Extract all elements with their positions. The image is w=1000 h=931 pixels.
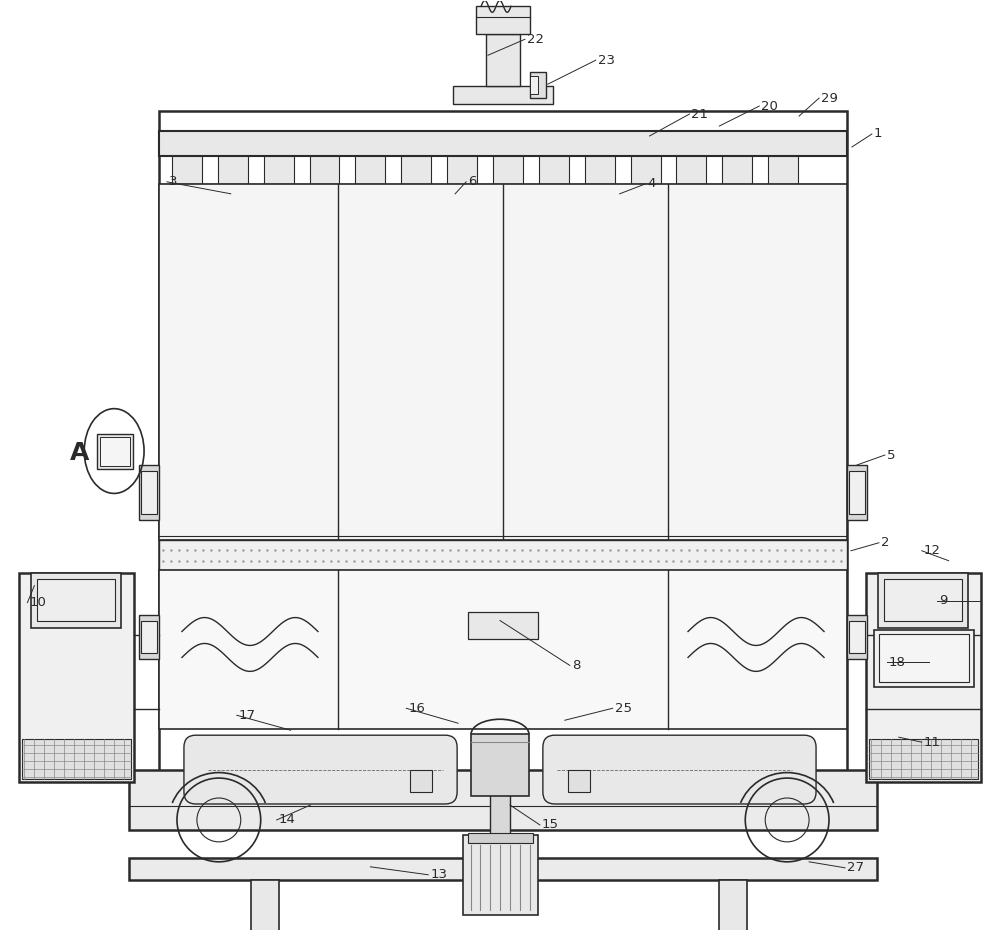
Bar <box>172 155 202 183</box>
Bar <box>468 612 538 640</box>
Bar <box>849 621 865 654</box>
Bar <box>129 770 877 830</box>
Text: 10: 10 <box>29 596 46 609</box>
Bar <box>159 540 847 570</box>
Text: 21: 21 <box>691 108 708 120</box>
Text: 29: 29 <box>821 91 838 104</box>
Bar <box>159 111 847 819</box>
Bar <box>159 570 847 729</box>
Bar <box>97 434 133 469</box>
Text: 6: 6 <box>468 175 476 188</box>
FancyBboxPatch shape <box>543 735 816 804</box>
Bar <box>31 573 121 627</box>
Bar <box>530 76 538 94</box>
Bar <box>490 738 510 835</box>
Bar <box>874 629 974 687</box>
Bar <box>139 465 159 519</box>
Bar <box>22 739 131 779</box>
Bar <box>847 614 867 659</box>
Bar <box>264 155 294 183</box>
Bar <box>849 471 865 514</box>
Bar <box>530 73 546 98</box>
Bar <box>676 155 706 183</box>
Bar <box>869 739 978 779</box>
Bar <box>447 155 477 183</box>
Text: 22: 22 <box>527 33 544 46</box>
Text: 1: 1 <box>874 128 882 141</box>
Bar <box>768 155 798 183</box>
Bar <box>100 437 130 466</box>
Bar <box>141 621 157 654</box>
FancyBboxPatch shape <box>184 735 457 804</box>
Text: 13: 13 <box>430 869 447 882</box>
Text: 9: 9 <box>939 594 947 607</box>
Bar <box>878 573 968 627</box>
Bar <box>401 155 431 183</box>
Bar <box>410 770 432 792</box>
Bar <box>141 471 157 514</box>
Bar <box>129 857 877 880</box>
Text: 27: 27 <box>847 861 864 874</box>
Bar <box>539 155 569 183</box>
Bar <box>251 880 279 931</box>
Bar <box>722 155 752 183</box>
Bar <box>847 465 867 519</box>
Text: 20: 20 <box>761 100 778 113</box>
Text: 17: 17 <box>239 708 256 722</box>
Bar <box>471 735 529 796</box>
Bar <box>493 155 523 183</box>
Bar <box>568 770 590 792</box>
Bar <box>585 155 615 183</box>
Text: 2: 2 <box>881 536 889 549</box>
Text: 15: 15 <box>542 818 559 831</box>
Bar <box>463 835 538 914</box>
Text: A: A <box>70 441 89 466</box>
Text: 16: 16 <box>408 702 425 715</box>
Text: 18: 18 <box>889 656 906 668</box>
Text: 8: 8 <box>572 659 580 672</box>
Bar <box>476 7 530 34</box>
Bar <box>310 155 339 183</box>
Bar <box>19 573 134 782</box>
Bar <box>139 614 159 659</box>
Text: 11: 11 <box>924 735 941 749</box>
Bar <box>159 183 847 540</box>
Bar <box>631 155 661 183</box>
Bar <box>355 155 385 183</box>
Bar <box>879 635 969 682</box>
Bar <box>218 155 248 183</box>
Text: 14: 14 <box>279 814 296 827</box>
Text: 23: 23 <box>598 54 615 67</box>
Bar <box>866 573 981 782</box>
Bar <box>719 880 747 931</box>
Bar <box>159 131 847 155</box>
Text: 4: 4 <box>648 177 656 190</box>
Text: 5: 5 <box>887 449 895 462</box>
Bar <box>37 579 115 621</box>
Bar <box>468 833 533 843</box>
Text: 12: 12 <box>924 545 941 558</box>
Bar <box>453 87 553 104</box>
Bar <box>486 34 520 87</box>
Text: 3: 3 <box>169 175 177 188</box>
Text: 25: 25 <box>615 702 632 715</box>
Bar <box>884 579 962 621</box>
